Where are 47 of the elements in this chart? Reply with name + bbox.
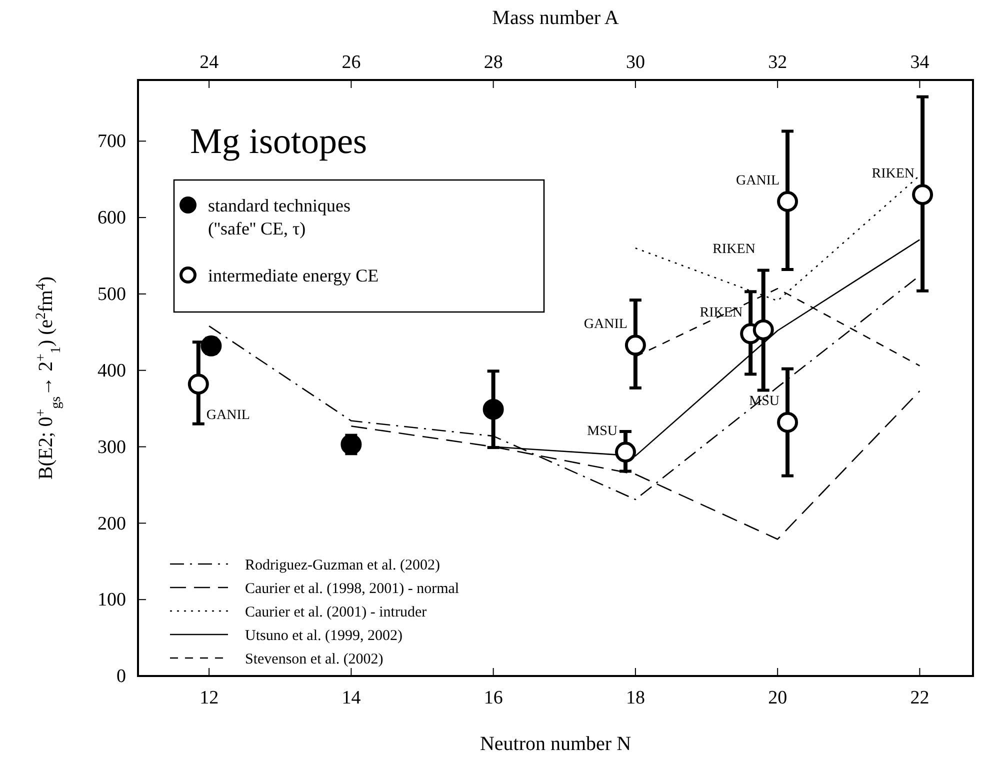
annotation: MSU (587, 424, 618, 440)
y-tick-label: 600 (98, 208, 126, 229)
point (482, 398, 504, 420)
y-tick-label: 700 (98, 131, 126, 152)
annotation: GANIL (206, 408, 250, 424)
y-tick-label: 0 (116, 666, 126, 688)
point (624, 334, 646, 356)
legend-label: intermediate energy CE (208, 265, 379, 286)
point (752, 319, 774, 340)
x2-tick-label: 34 (910, 52, 930, 73)
legend-label: Caurier et al. (2001) - intruder (245, 604, 427, 620)
legend-label: Rodriguez-Guzman et al. (2002) (245, 557, 440, 574)
annotation: RIKEN (700, 306, 743, 321)
x2-tick-label: 32 (768, 52, 788, 73)
x-tick-label: 12 (200, 687, 219, 708)
text: Mg isotopes (190, 121, 368, 161)
annotation: RIKEN (712, 242, 756, 258)
x2-tick-label: 30 (626, 52, 645, 73)
x-tick-label: 18 (626, 687, 645, 708)
point (777, 191, 798, 212)
y-tick-label: 200 (98, 513, 126, 534)
point (188, 374, 209, 395)
annotation: MSU (749, 394, 780, 410)
point (340, 434, 362, 455)
x-axis-title: Neutron number N (480, 733, 632, 755)
x2-tick-label: 28 (484, 52, 503, 73)
legend-label: Utsuno et al. (1999, 2002) (245, 628, 402, 644)
annotation: GANIL (736, 173, 780, 188)
annotation: GANIL (584, 317, 628, 332)
x2-tick-label: 24 (200, 52, 220, 73)
y-tick-label: 500 (98, 284, 126, 306)
x-tick-label: 22 (910, 687, 930, 708)
annotation: RIKEN (872, 166, 915, 182)
y-tick-label: 300 (98, 436, 126, 458)
x-tick-label: 20 (768, 687, 788, 708)
legend-label: Caurier et al. (1998, 2001) - normal (245, 580, 460, 597)
y-tick-label: 100 (98, 590, 126, 611)
point (777, 412, 798, 433)
x2-axis-title: Mass number A (492, 7, 620, 29)
y-tick-label: 400 (98, 360, 126, 382)
x-tick-label: 14 (342, 687, 362, 708)
x-tick-label: 16 (484, 687, 503, 708)
legend-label: standard techniques (''safe'' CE, τ) (208, 195, 350, 238)
point (912, 184, 934, 206)
legend-label: Stevenson et al. (2002) (245, 651, 384, 668)
x2-tick-label: 26 (342, 52, 361, 73)
point (615, 442, 636, 463)
